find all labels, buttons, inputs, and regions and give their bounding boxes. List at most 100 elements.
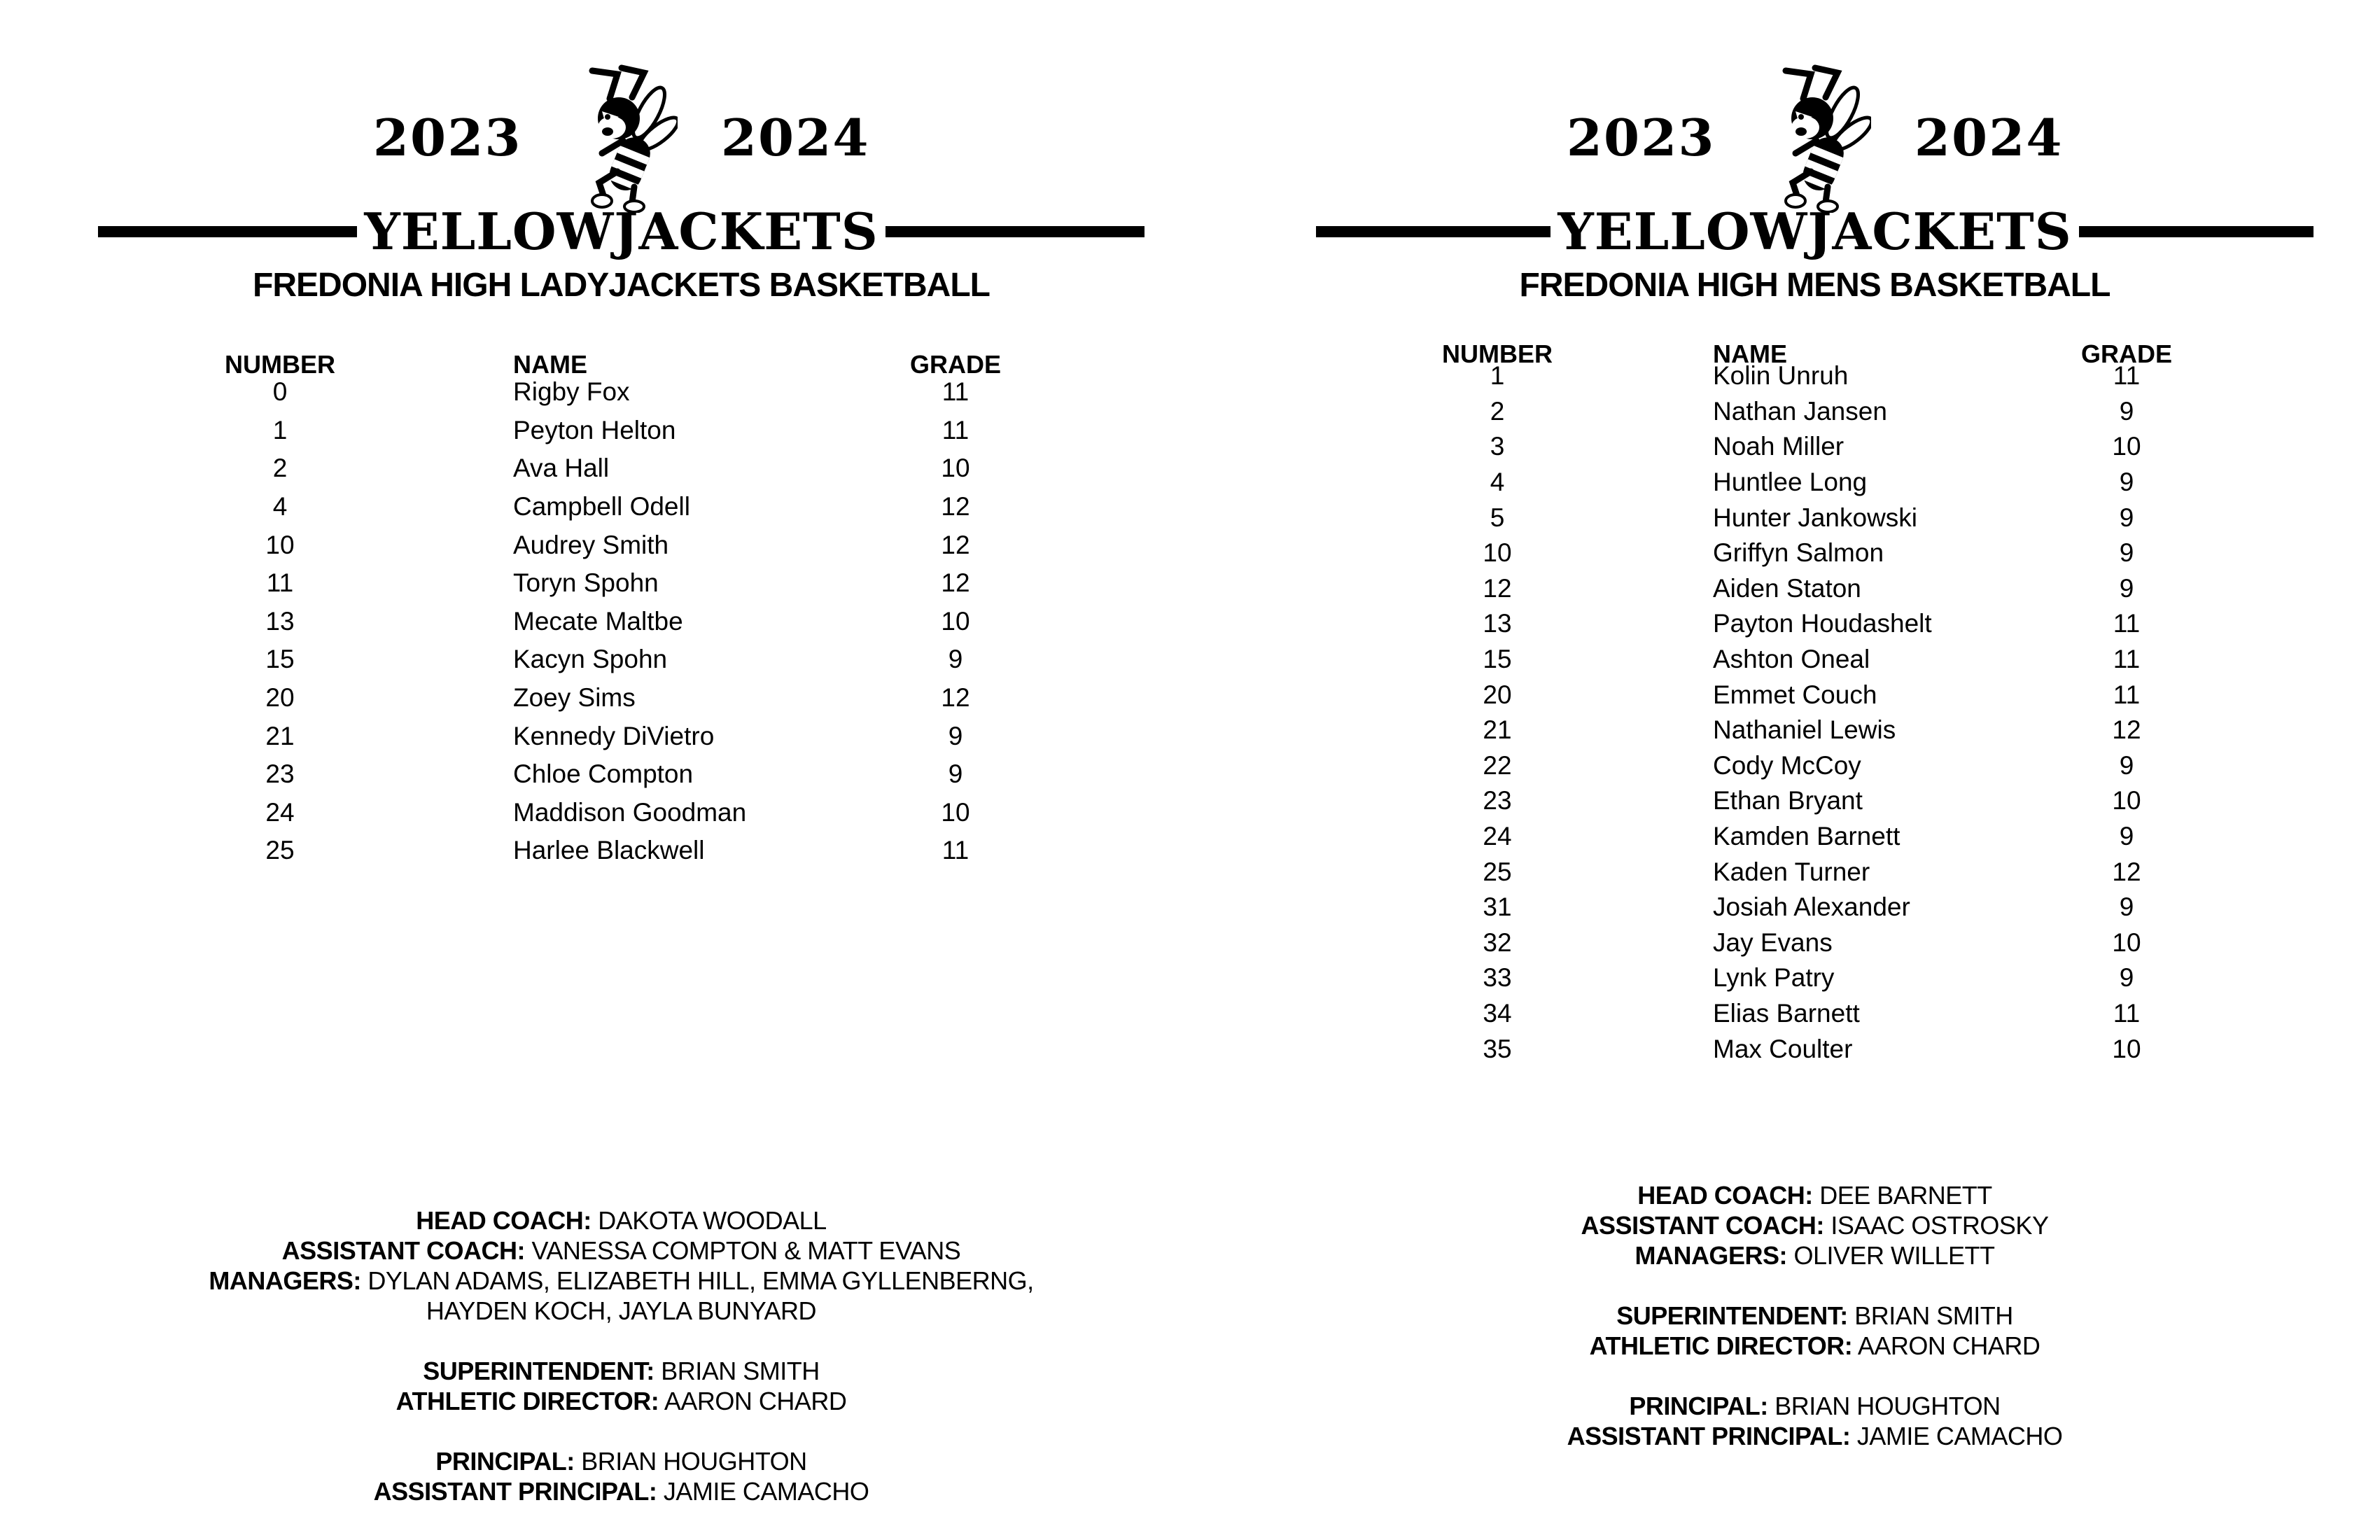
staff-person-name: VANESSA COMPTON & MATT EVANS <box>525 1236 961 1265</box>
player-name: Nathan Jansen <box>1713 396 1887 426</box>
roster-header: NUMBER NAME GRADE <box>1316 342 2314 367</box>
player-name: Zoey Sims <box>513 683 636 713</box>
player-number: 22 <box>1483 750 1512 780</box>
staff-line: ASSISTANT PRINCIPAL: JAMIE CAMACHO <box>1316 1421 2314 1451</box>
player-grade: 9 <box>2119 892 2134 922</box>
roster-row: 4 Huntlee Long 9 <box>1316 465 2314 500</box>
staff-role-label: PRINCIPAL: <box>1629 1392 1768 1420</box>
column-header-grade: GRADE <box>909 350 1001 379</box>
player-grade: 9 <box>948 721 963 750</box>
player-grade: 11 <box>941 836 969 865</box>
yellowjacket-mascot-icon <box>1759 62 1871 213</box>
player-grade: 12 <box>941 568 970 598</box>
staff-person-name: ISAAC OSTROSKY <box>1823 1211 2049 1240</box>
roster-row: 33 Lynk Patry 9 <box>1316 960 2314 996</box>
staff-role-label: PRINCIPAL: <box>435 1447 575 1476</box>
season-end-year: 2024 <box>720 107 869 167</box>
player-number: 34 <box>1483 998 1512 1028</box>
player-number: 3 <box>1490 432 1505 461</box>
player-name: Hunter Jankowski <box>1713 503 1918 532</box>
player-number: 1 <box>1490 361 1505 391</box>
season-row: 2023 2024 <box>1316 62 2314 213</box>
player-grade: 12 <box>941 492 970 522</box>
staff-block: HEAD COACH: DAKOTA WOODALL ASSISTANT COAC… <box>98 1205 1144 1506</box>
player-number: 13 <box>265 606 295 636</box>
player-name: Maddison Goodman <box>513 797 747 827</box>
team-banner: YELLOWJACKETS <box>98 202 1144 261</box>
roster-row: 10 Audrey Smith 12 <box>98 526 1144 564</box>
staff-line: ASSISTANT COACH: VANESSA COMPTON & MATT … <box>98 1236 1144 1266</box>
roster-row: 2 Ava Hall 10 <box>98 449 1144 488</box>
player-name: Nathaniel Lewis <box>1713 715 1896 745</box>
roster-row: 3 Noah Miller 10 <box>1316 429 2314 465</box>
roster-table: 1 Kolin Unruh 11 2 Nathan Jansen 9 3 Noah Mille… <box>1316 358 2314 1067</box>
player-number: 10 <box>265 530 295 559</box>
player-name: Chloe Compton <box>513 760 694 789</box>
roster-row: 23 Ethan Bryant 10 <box>1316 783 2314 819</box>
staff-person-name: BRIAN SMITH <box>1847 1301 2013 1330</box>
player-number: 33 <box>1483 963 1512 993</box>
player-grade: 9 <box>2119 503 2134 532</box>
staff-line: SUPERINTENDENT: BRIAN SMITH <box>1316 1301 2314 1331</box>
player-name: Rigby Fox <box>513 377 630 407</box>
player-number: 2 <box>272 454 288 483</box>
roster-row: 22 Cody McCoy 9 <box>1316 748 2314 784</box>
banner-rule-right <box>885 226 1144 237</box>
staff-role-label: ASSISTANT COACH: <box>1581 1211 1825 1240</box>
staff-role-label: SUPERINTENDENT: <box>1616 1301 1848 1330</box>
player-grade: 12 <box>941 530 970 559</box>
player-number: 11 <box>266 568 294 598</box>
player-grade: 11 <box>941 377 969 407</box>
player-name: Mecate Maltbe <box>513 606 683 636</box>
player-name: Kolin Unruh <box>1713 361 1849 391</box>
page-ladyjackets: 2023 2024 YELLOWJACKETS FREDONIA HIGH LA… <box>98 0 1144 1540</box>
player-number: 24 <box>265 797 295 827</box>
roster-row: 15 Ashton Oneal 11 <box>1316 642 2314 678</box>
player-name: Peyton Helton <box>513 415 676 444</box>
player-name: Toryn Spohn <box>513 568 659 598</box>
staff-person-name: DAKOTA WOODALL <box>591 1206 827 1235</box>
staff-block: HEAD COACH: DEE BARNETT ASSISTANT COACH: … <box>1316 1180 2314 1451</box>
staff-line: ATHLETIC DIRECTOR: AARON CHARD <box>98 1386 1144 1416</box>
team-banner-text: YELLOWJACKETS <box>1558 202 2072 261</box>
player-name: Harlee Blackwell <box>513 836 705 865</box>
column-header-grade: GRADE <box>2080 340 2172 368</box>
staff-line: PRINCIPAL: BRIAN HOUGHTON <box>1316 1391 2314 1421</box>
player-number: 25 <box>1483 857 1512 886</box>
column-header-name: NAME <box>1713 340 1787 368</box>
player-grade: 11 <box>2113 645 2141 674</box>
player-grade: 10 <box>2112 927 2141 957</box>
player-grade: 9 <box>948 645 963 674</box>
staff-line: ATHLETIC DIRECTOR: AARON CHARD <box>1316 1331 2314 1361</box>
team-banner: YELLOWJACKETS <box>1316 202 2314 261</box>
staff-person-name: OLIVER WILLETT <box>1786 1241 1995 1270</box>
roster-row: 21 Nathaniel Lewis 12 <box>1316 713 2314 748</box>
staff-role-label: SUPERINTENDENT: <box>423 1357 654 1385</box>
staff-line: HEAD COACH: DEE BARNETT <box>1316 1180 2314 1210</box>
player-number: 35 <box>1483 1034 1512 1063</box>
player-name: Noah Miller <box>1713 432 1844 461</box>
roster-row: 1 Peyton Helton 11 <box>98 412 1144 450</box>
column-header-number: NUMBER <box>1442 340 1553 368</box>
player-number: 21 <box>1483 715 1512 745</box>
player-number: 4 <box>1490 468 1505 497</box>
column-header-name: NAME <box>513 350 587 379</box>
player-number: 20 <box>265 683 295 713</box>
staff-role-label: ASSISTANT PRINCIPAL: <box>1567 1422 1851 1450</box>
team-banner-text: YELLOWJACKETS <box>364 202 878 261</box>
player-grade: 10 <box>2112 786 2141 816</box>
roster-row: 0 Rigby Fox 11 <box>98 373 1144 412</box>
player-name: Campbell Odell <box>513 492 690 522</box>
player-name: Kacyn Spohn <box>513 645 668 674</box>
player-number: 15 <box>265 645 295 674</box>
staff-role-label: HEAD COACH: <box>416 1206 592 1235</box>
player-number: 5 <box>1490 503 1505 532</box>
player-number: 13 <box>1483 609 1512 638</box>
player-grade: 10 <box>941 606 970 636</box>
season-start-year: 2023 <box>373 107 522 167</box>
player-name: Payton Houdashelt <box>1713 609 1932 638</box>
player-grade: 9 <box>2119 963 2134 993</box>
player-grade: 11 <box>941 415 969 444</box>
player-number: 15 <box>1483 645 1512 674</box>
player-name: Emmet Couch <box>1713 680 1877 709</box>
